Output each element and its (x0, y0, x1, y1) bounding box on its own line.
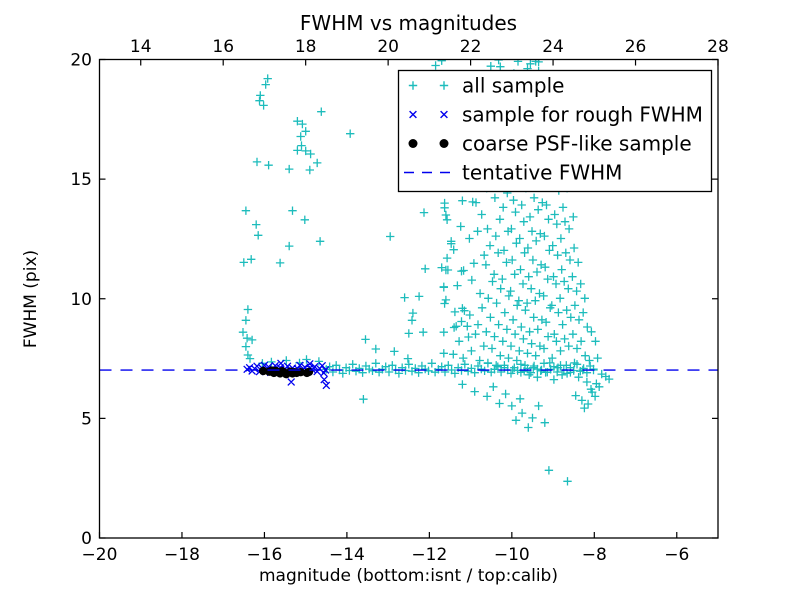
x-top-tick-label: 18 (295, 37, 317, 57)
x-top-ticks: 14 16 18 20 22 24 26 28 (130, 37, 729, 66)
chart-title: FWHM vs magnitudes (300, 11, 517, 35)
x-bottom-tick-label: −10 (494, 545, 530, 565)
x-bottom-tick-label: −8 (582, 545, 607, 565)
legend: all sample sample for rough FWHM coarse PS… (397, 69, 713, 193)
y-ticks: 0 5 10 15 20 (70, 51, 718, 549)
legend-entry-rough-fwhm: sample for rough FWHM (409, 103, 703, 127)
legend-label: all sample (462, 74, 564, 98)
x-top-tick-label: 24 (542, 37, 564, 57)
legend-label: coarse PSF-like sample (462, 132, 692, 156)
x-bottom-tick-label: −12 (411, 545, 447, 565)
legend-entry-all-sample: all sample (408, 74, 564, 98)
x-bottom-ticks: −20 −18 −16 −14 −12 −10 −8 −6 (82, 532, 689, 565)
data-point-dot (258, 366, 268, 376)
x-top-tick-label: 26 (625, 37, 647, 57)
y-tick-label: 0 (81, 529, 92, 549)
x-bottom-tick-label: −20 (82, 545, 118, 565)
x-top-tick-label: 22 (460, 37, 482, 57)
legend-dot-swatch (408, 139, 418, 148)
legend-box (397, 69, 713, 193)
legend-label: tentative FWHM (462, 161, 622, 185)
y-tick-label: 15 (70, 170, 92, 190)
y-tick-label: 10 (70, 290, 92, 310)
legend-plus-swatch (408, 81, 449, 90)
x-top-tick-label: 16 (212, 37, 234, 57)
y-tick-label: 5 (81, 409, 92, 429)
series-layer (99, 59, 718, 486)
legend-entry-psf-sample: coarse PSF-like sample (408, 132, 692, 156)
x-bottom-tick-label: −16 (246, 545, 282, 565)
x-bottom-tick-label: −6 (664, 545, 689, 565)
y-tick-label: 20 (70, 51, 92, 71)
x-bottom-tick-label: −18 (164, 545, 200, 565)
legend-label: sample for rough FWHM (462, 103, 703, 127)
x-top-tick-label: 20 (377, 37, 399, 57)
series-psf-sample (258, 366, 314, 379)
y-axis-label: FWHM (pix) (21, 250, 41, 348)
legend-entry-tentative-fwhm: tentative FWHM (404, 161, 622, 185)
x-top-tick-label: 14 (130, 37, 152, 57)
legend-dot-swatch (439, 139, 449, 148)
legend-x-swatch (409, 110, 448, 119)
x-bottom-tick-label: −14 (329, 545, 365, 565)
x-axis-label: magnitude (bottom:isnt / top:calib) (259, 566, 558, 586)
x-top-tick-label: 28 (707, 37, 729, 57)
data-point-dot (304, 367, 314, 377)
